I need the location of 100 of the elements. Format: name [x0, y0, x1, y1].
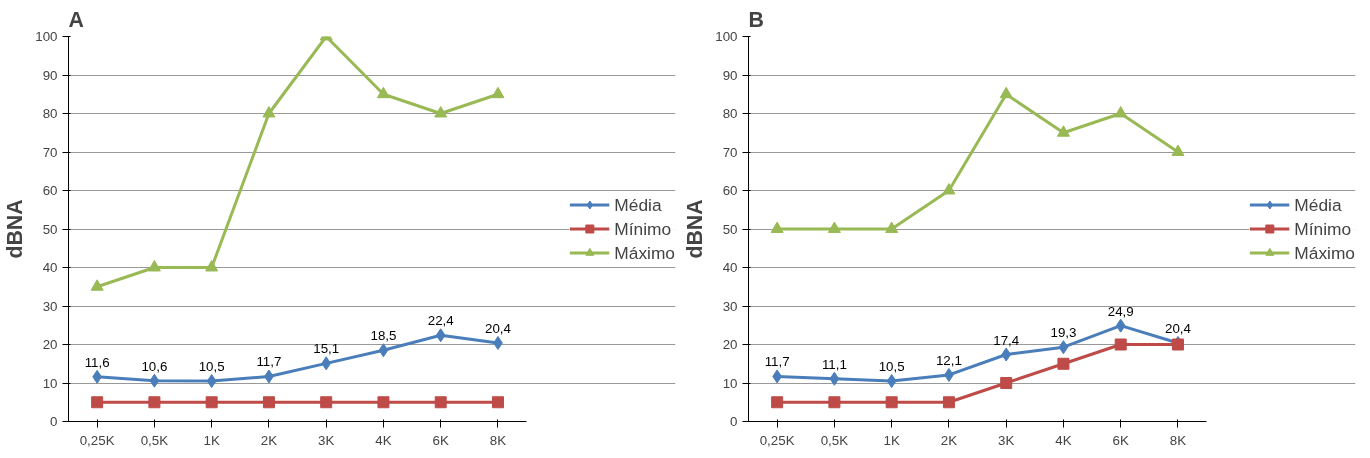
point	[942, 183, 956, 195]
point	[999, 86, 1013, 99]
x-tick-label: 2K	[940, 432, 958, 448]
point	[828, 396, 841, 409]
point	[491, 86, 505, 99]
point	[885, 396, 898, 409]
y-tick-label: 60	[722, 183, 738, 198]
point	[435, 328, 446, 343]
y-tick-label: 30	[722, 298, 738, 314]
y-tick-label: 60	[42, 183, 58, 198]
point	[376, 86, 390, 99]
y-tick-label: 40	[722, 260, 738, 275]
data-label: 11,6	[84, 354, 110, 370]
y-tick-label: 10	[42, 375, 58, 391]
y-tick-label: 50	[722, 221, 738, 237]
x-tick-label: 6K	[1112, 432, 1129, 448]
data-label: 22,4	[427, 313, 455, 329]
y-tick-label: 0	[730, 414, 738, 429]
y-axis-title: dBNA	[683, 199, 708, 259]
point	[886, 374, 897, 389]
data-label: 19,3	[1050, 325, 1077, 341]
chart-title: A	[68, 7, 84, 32]
y-tick-label: 70	[722, 144, 738, 160]
legend-label: Máximo	[614, 242, 675, 263]
x-tick-label: 1K	[883, 432, 900, 448]
point	[770, 221, 784, 233]
point	[377, 396, 390, 409]
point	[827, 221, 841, 233]
point	[1057, 357, 1070, 370]
chart-title: B	[748, 7, 764, 32]
data-label: 20,4	[485, 320, 512, 336]
data-label: 10,6	[141, 358, 168, 374]
point	[262, 396, 275, 409]
y-tick-label: 30	[42, 298, 58, 314]
x-tick-label: 1K	[203, 432, 220, 448]
x-tick-label: 0,25K	[79, 432, 115, 448]
point	[1000, 377, 1013, 389]
x-tick-label: 8K	[1169, 432, 1187, 448]
legend-label: Média	[1294, 194, 1342, 215]
point	[91, 396, 104, 409]
y-tick-label: 0	[50, 414, 58, 429]
point	[378, 343, 389, 358]
x-tick-label: 4K	[375, 432, 392, 448]
point	[1171, 144, 1185, 156]
y-tick-label: 100	[35, 29, 58, 44]
x-tick-label: 4K	[1055, 432, 1072, 448]
legend-label: Máximo	[1294, 242, 1355, 263]
x-tick-label: 8K	[489, 432, 507, 448]
x-tick-label: 0,5K	[820, 432, 849, 448]
point	[1056, 125, 1070, 137]
point	[320, 396, 333, 409]
point	[148, 396, 161, 409]
point	[434, 396, 447, 409]
y-tick-label: 80	[42, 106, 58, 121]
point	[829, 371, 840, 386]
data-label: 24,9	[1107, 303, 1134, 319]
y-tick-label: 50	[42, 221, 58, 237]
y-axis-title: dBNA	[3, 199, 28, 259]
legend-label: Mínimo	[1294, 218, 1352, 239]
point	[205, 260, 219, 272]
y-tick-label: 20	[42, 337, 58, 352]
data-label: 11,1	[821, 356, 847, 372]
point	[90, 279, 104, 291]
point	[1001, 347, 1012, 362]
y-tick-label: 100	[715, 29, 738, 44]
point	[1058, 340, 1069, 355]
point	[205, 396, 218, 409]
point	[1114, 338, 1127, 351]
point	[149, 373, 160, 388]
point	[206, 374, 217, 389]
x-tick-label: 2K	[260, 432, 278, 448]
x-tick-label: 0,25K	[759, 432, 795, 448]
y-tick-label: 70	[42, 144, 58, 160]
data-label: 10,5	[878, 359, 905, 375]
point	[1115, 318, 1126, 333]
point	[771, 396, 784, 409]
data-label: 15,1	[313, 341, 340, 357]
data-label: 20,4	[1165, 320, 1192, 336]
point	[942, 396, 955, 409]
y-tick-label: 90	[722, 67, 738, 83]
point	[434, 106, 448, 118]
legend-label: Mínimo	[614, 218, 672, 239]
point	[262, 106, 276, 118]
x-tick-label: 6K	[432, 432, 449, 448]
y-tick-label: 10	[722, 375, 738, 391]
y-tick-label: 80	[722, 106, 738, 121]
point	[1114, 106, 1128, 118]
point	[885, 221, 899, 233]
data-label: 12,1	[935, 352, 962, 368]
x-tick-label: 3K	[998, 432, 1015, 448]
x-tick-label: 3K	[318, 432, 335, 448]
y-tick-label: 90	[42, 67, 58, 83]
legend-label: Média	[614, 194, 662, 215]
y-tick-label: 20	[722, 337, 738, 352]
point	[491, 396, 504, 409]
data-label: 11,7	[256, 354, 282, 370]
data-label: 18,5	[370, 328, 397, 344]
x-tick-label: 0,5K	[140, 432, 169, 448]
point	[321, 356, 332, 371]
y-tick-label: 40	[42, 260, 58, 275]
